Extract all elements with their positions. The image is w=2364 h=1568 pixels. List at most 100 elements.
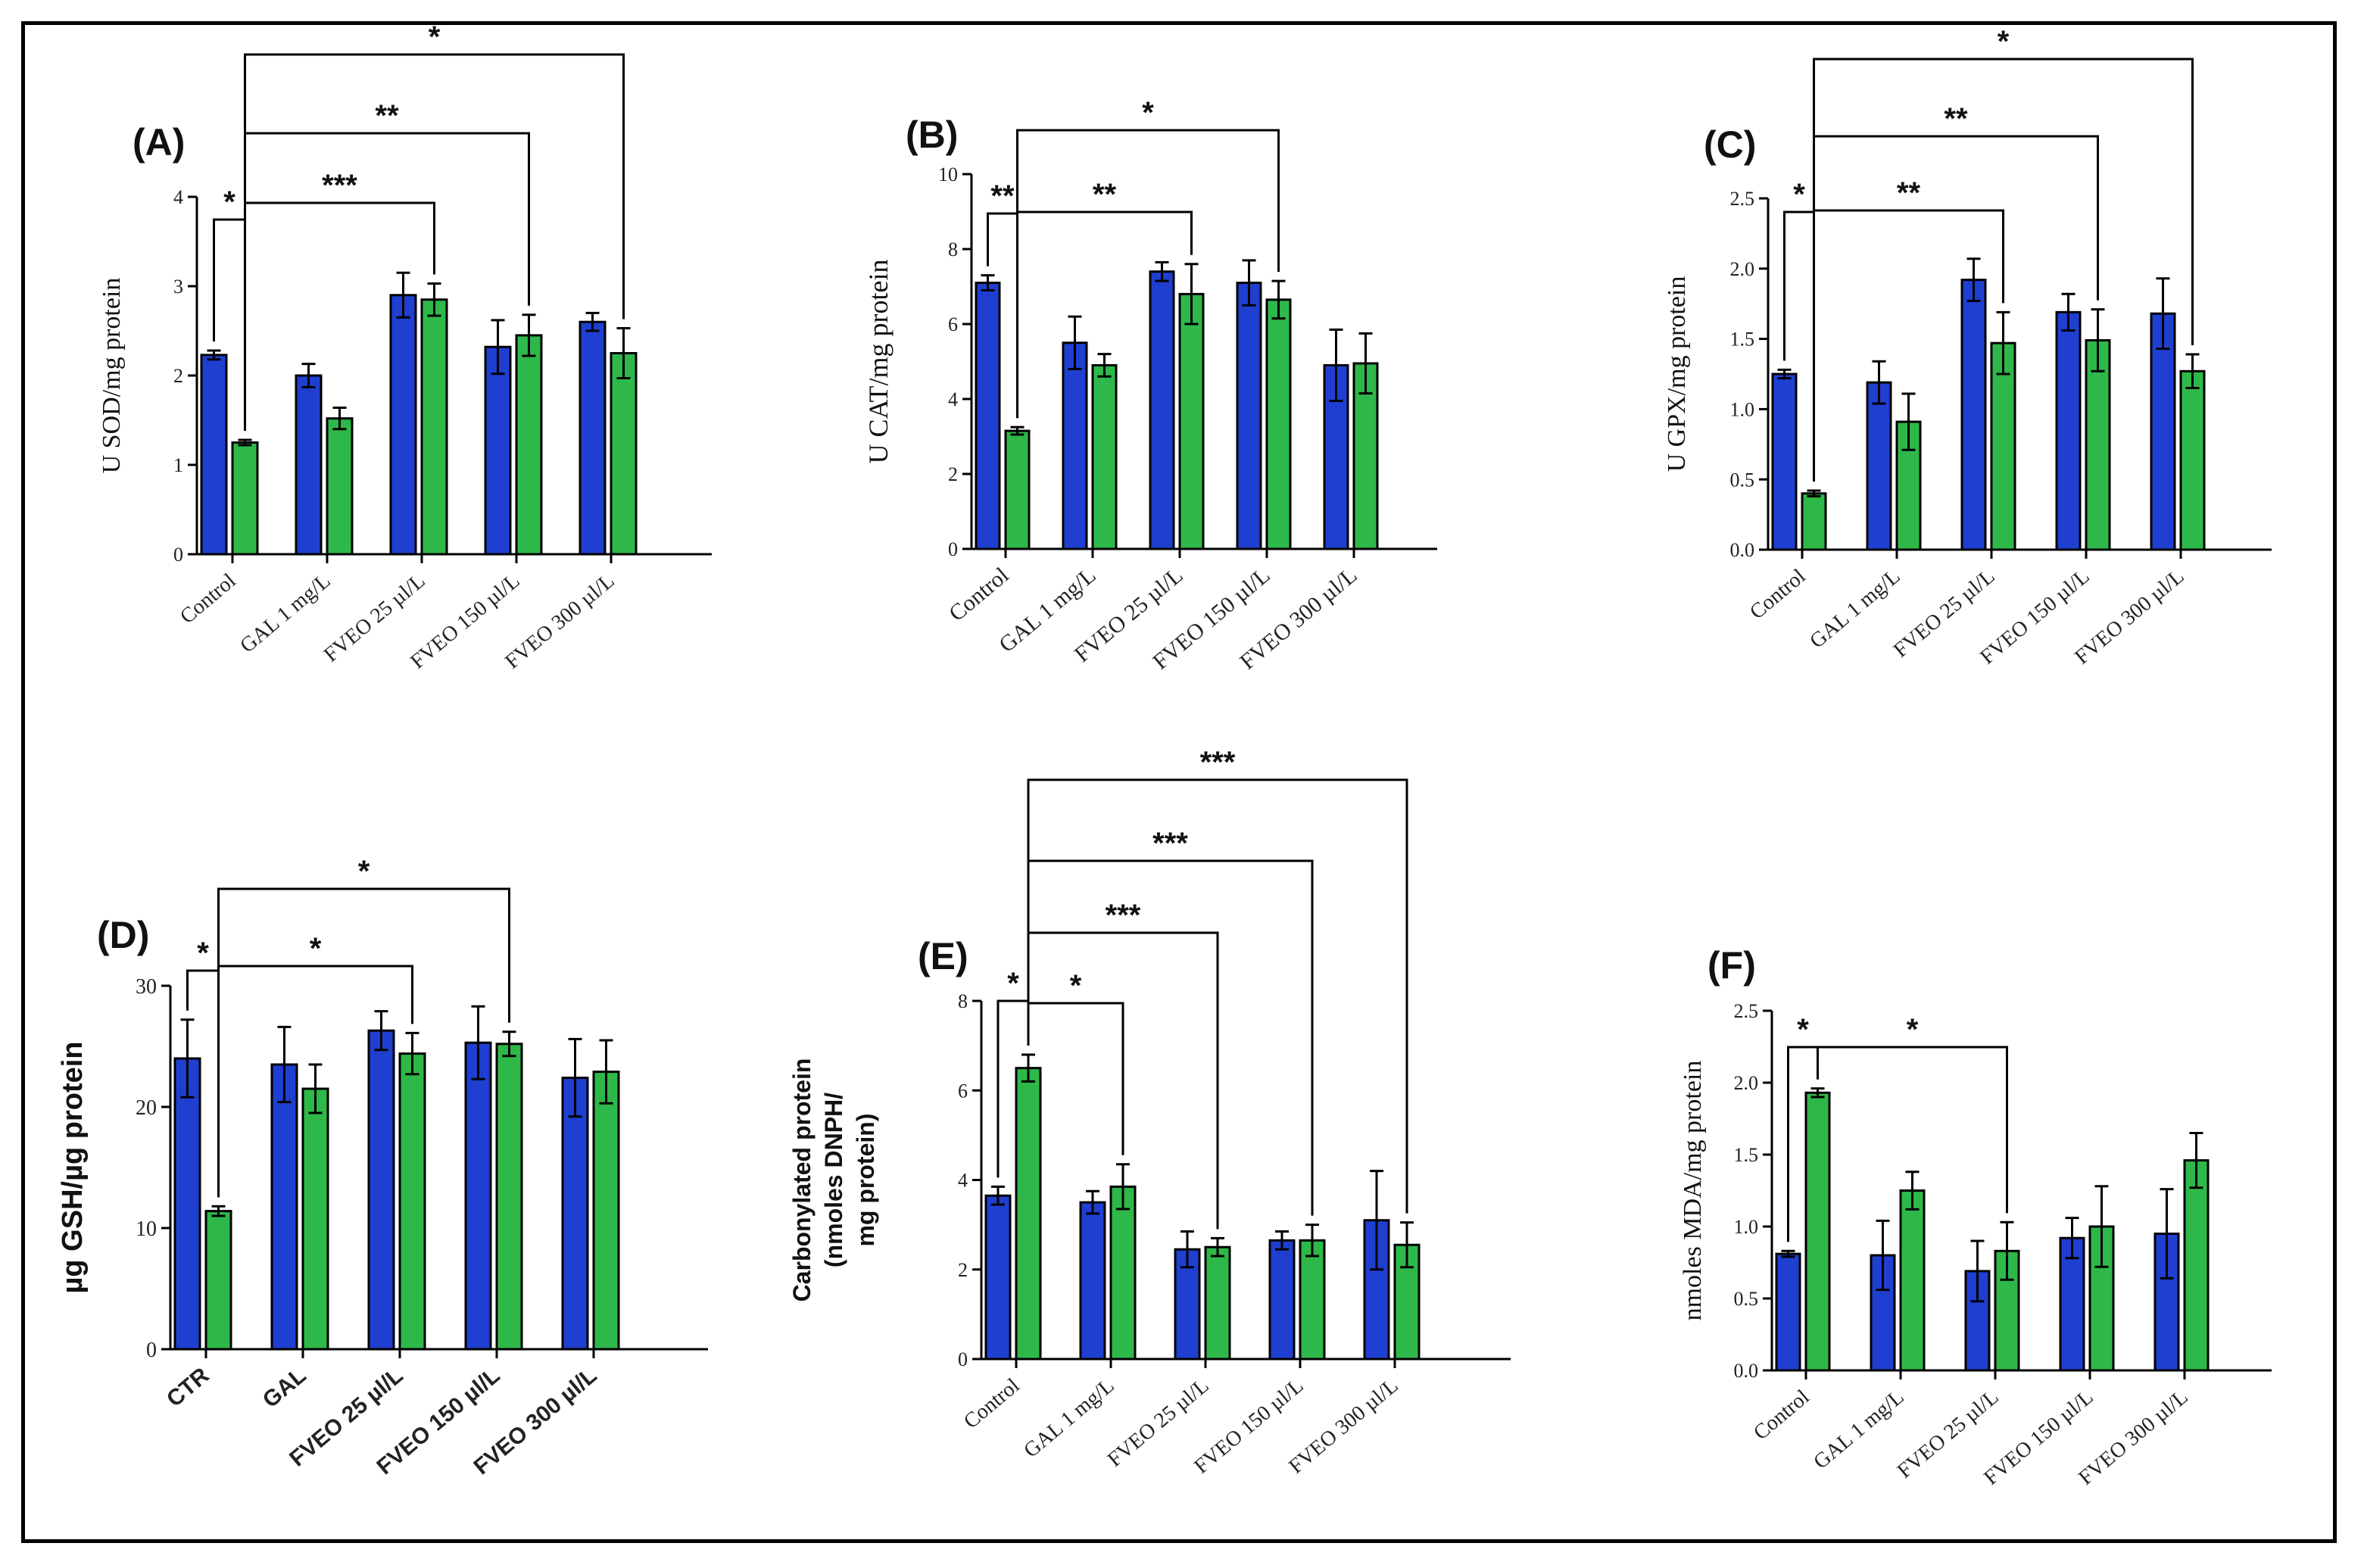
significance-label: **: [1944, 102, 1968, 136]
bar-blue: [1062, 341, 1088, 550]
y-tick-label: 4: [173, 186, 183, 208]
x-tick-label: GAL 1 mg/L: [1019, 1374, 1118, 1463]
y-tick-label: 10: [938, 164, 958, 185]
bar-green: [1091, 363, 1118, 550]
significance-label: *: [310, 932, 322, 965]
significance-bracket: [1027, 1002, 1124, 1155]
y-tick-label: 0: [948, 538, 958, 560]
bar-blue: [1771, 373, 1798, 551]
significance-label: *: [223, 185, 235, 219]
figure-frame: [21, 21, 2337, 1543]
significance-bracket: [1016, 129, 1280, 419]
significance-bracket: [1813, 135, 2099, 482]
y-tick-label: 0.0: [1730, 539, 1755, 561]
y-tick-label: 8: [948, 238, 958, 260]
bar-green: [515, 334, 543, 556]
significance-label: *: [1797, 1013, 1809, 1046]
x-tick-label: Control: [959, 1373, 1025, 1433]
y-tick-label: 0.5: [1734, 1288, 1759, 1310]
y-tick-label: 0.0: [1734, 1360, 1759, 1382]
x-tick-label: Control: [1749, 1385, 1814, 1445]
x-tick-label: GAL 1 mg/L: [235, 569, 335, 658]
y-tick-label: 2.0: [1734, 1072, 1759, 1094]
y-tick-label: 1.0: [1730, 399, 1755, 421]
bar-blue: [464, 1041, 492, 1351]
significance-label: *: [1793, 178, 1805, 211]
y-tick-label: 20: [136, 1096, 157, 1120]
y-tick-label: 4: [948, 388, 958, 410]
bar-green: [1178, 292, 1205, 550]
y-tick-label: 0: [173, 544, 183, 566]
bar-blue: [984, 1194, 1012, 1361]
bar-blue: [561, 1077, 589, 1351]
significance-bracket: [217, 887, 510, 1198]
y-tick-label: 6: [948, 313, 958, 335]
y-tick-label: 0: [958, 1348, 968, 1370]
significance-label: *: [429, 20, 441, 54]
panel-label: (D): [97, 914, 149, 956]
bar-blue: [295, 374, 323, 556]
significance-label: *: [358, 855, 370, 888]
bar-green: [2183, 1159, 2210, 1372]
panel-label: (B): [906, 114, 958, 156]
y-tick-label: 1.5: [1730, 329, 1755, 351]
bar-blue: [1960, 279, 1987, 551]
bar-blue: [1363, 1219, 1390, 1361]
y-axis-label: U CAT/mg protein: [863, 260, 894, 464]
significance-bracket: [1813, 58, 2194, 482]
significance-label: *: [1007, 967, 1019, 1000]
significance-label: ***: [1152, 827, 1188, 860]
y-tick-label: 30: [136, 975, 157, 999]
bar-green: [1109, 1185, 1137, 1361]
panel-label: (A): [133, 121, 185, 164]
y-tick-label: 0.5: [1730, 469, 1755, 491]
y-tick-label: 2: [948, 463, 958, 485]
y-tick-label: 6: [958, 1080, 968, 1102]
bar-blue: [173, 1057, 201, 1351]
x-tick-label: GAL 1 mg/L: [1805, 565, 1904, 653]
y-tick-label: 2: [958, 1259, 968, 1281]
y-tick-label: 3: [173, 276, 183, 298]
bar-green: [326, 417, 354, 556]
bar-blue: [389, 294, 417, 556]
bar-green: [1015, 1067, 1042, 1361]
significance-label: **: [1093, 178, 1117, 211]
significance-label: **: [375, 99, 399, 132]
bar-blue: [367, 1029, 395, 1351]
y-axis-label-line: mg protein): [852, 1114, 879, 1247]
y-axis-label: U GPX/mg protein: [1663, 276, 1691, 472]
bar-green: [204, 1210, 232, 1351]
bar-blue: [200, 354, 228, 556]
significance-label: *: [197, 937, 209, 970]
bar-green: [1990, 341, 2016, 551]
bar-green: [398, 1052, 426, 1351]
significance-label: *: [1142, 96, 1154, 129]
bar-green: [1899, 1189, 1926, 1372]
significance-label: **: [1897, 176, 1921, 210]
panel-label: (F): [1708, 944, 1756, 987]
y-tick-label: 2.5: [1730, 188, 1755, 210]
y-tick-label: 4: [958, 1170, 968, 1192]
y-tick-label: 1.0: [1734, 1216, 1759, 1238]
significance-bracket: [1027, 859, 1314, 1216]
significance-bracket: [244, 53, 625, 431]
significance-label: ***: [1106, 899, 1141, 932]
bar-blue: [1149, 270, 1175, 550]
significance-label: *: [1998, 25, 2010, 58]
panel-label: (E): [918, 935, 968, 977]
y-axis-label-line: (nmoles DNPH/: [820, 1093, 847, 1267]
y-axis-label-line: Carbonylated protein: [788, 1058, 816, 1302]
y-axis-label: U SOD/mg protein: [98, 278, 126, 474]
bar-green: [1004, 429, 1031, 550]
bar-green: [1204, 1245, 1231, 1361]
significance-label: ***: [1200, 746, 1236, 779]
x-tick-label: Control: [944, 563, 1013, 626]
bar-blue: [270, 1063, 298, 1351]
bar-green: [2179, 369, 2206, 551]
bar-blue: [579, 320, 607, 556]
